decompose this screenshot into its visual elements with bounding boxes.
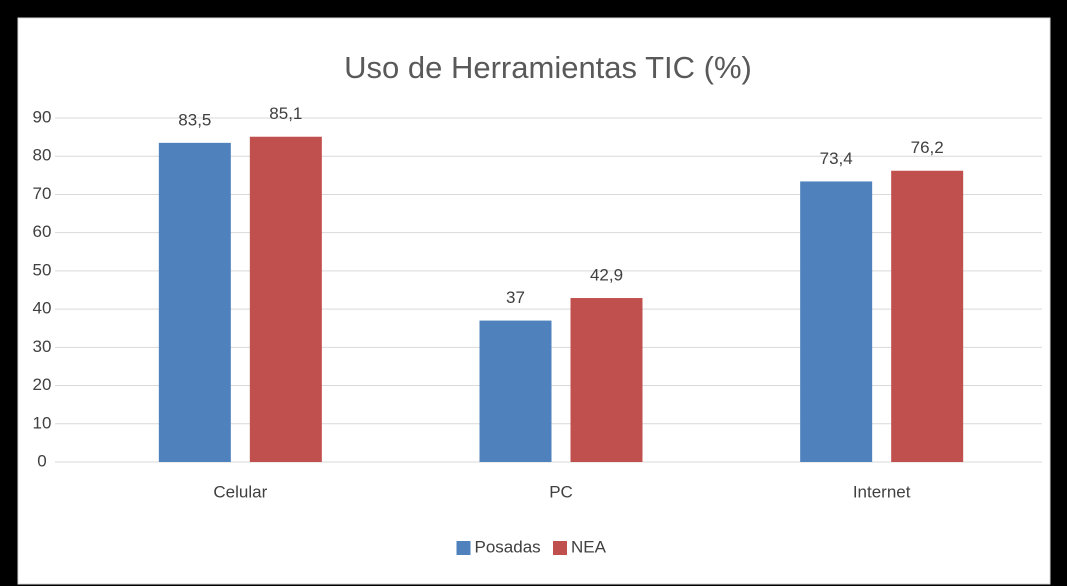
legend-label: NEA: [571, 537, 607, 556]
y-tick-label: 80: [33, 146, 52, 165]
legend-label: Posadas: [475, 537, 541, 556]
legend-swatch: [456, 541, 471, 555]
data-label: 76,2: [911, 138, 944, 157]
y-tick-label: 20: [33, 375, 52, 394]
y-tick-label: 10: [33, 413, 52, 432]
data-label: 83,5: [178, 110, 211, 129]
y-tick-label: 60: [33, 222, 52, 241]
y-tick-label: 50: [33, 260, 52, 279]
y-tick-label: 30: [33, 337, 52, 356]
legend-swatch: [553, 541, 567, 555]
chart-title: Uso de Herramientas TIC (%): [344, 50, 752, 85]
bar: [158, 142, 231, 462]
y-tick-label: 90: [33, 107, 52, 126]
x-tick-label: Celular: [213, 482, 267, 501]
y-tick-label: 0: [37, 451, 46, 470]
data-label: 85,1: [269, 104, 302, 123]
x-tick-label: PC: [549, 482, 573, 501]
y-tick-label: 70: [33, 184, 52, 203]
bar: [800, 181, 873, 462]
bar: [479, 320, 552, 462]
bar: [570, 298, 643, 462]
x-tick-label: Internet: [853, 482, 911, 501]
data-label: 73,4: [820, 149, 853, 168]
y-tick-label: 40: [33, 299, 52, 318]
data-label: 42,9: [590, 266, 623, 285]
data-label: 37: [506, 288, 525, 307]
bar: [891, 170, 964, 462]
bar: [249, 136, 322, 462]
